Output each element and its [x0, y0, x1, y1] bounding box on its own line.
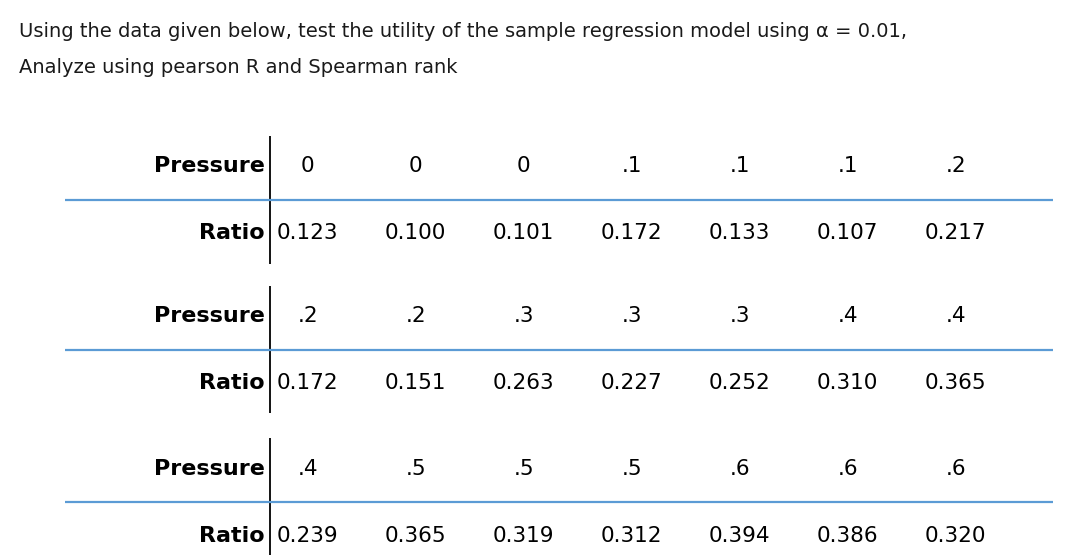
Text: 0.310: 0.310 — [818, 373, 878, 393]
Text: 0.263: 0.263 — [492, 373, 555, 393]
Text: Pressure: Pressure — [153, 157, 265, 176]
Text: Pressure: Pressure — [153, 306, 265, 326]
Text: .4: .4 — [837, 306, 859, 326]
Text: .2: .2 — [945, 157, 967, 176]
Text: 0.252: 0.252 — [708, 373, 771, 393]
Text: 0.365: 0.365 — [924, 373, 987, 393]
Text: 0.386: 0.386 — [816, 526, 879, 546]
Text: 0: 0 — [517, 157, 530, 176]
Text: 0.312: 0.312 — [602, 526, 662, 546]
Text: 0.107: 0.107 — [818, 223, 878, 243]
Text: .1: .1 — [622, 157, 642, 176]
Text: Ratio: Ratio — [199, 223, 265, 243]
Text: Ratio: Ratio — [199, 373, 265, 393]
Text: 0: 0 — [409, 157, 422, 176]
Text: .4: .4 — [945, 306, 967, 326]
Text: .3: .3 — [730, 306, 750, 326]
Text: .3: .3 — [622, 306, 642, 326]
Text: 0.101: 0.101 — [494, 223, 554, 243]
Text: .5: .5 — [621, 459, 643, 479]
Text: 0.319: 0.319 — [494, 526, 554, 546]
Text: .1: .1 — [838, 157, 858, 176]
Text: 0.123: 0.123 — [278, 223, 338, 243]
Text: .5: .5 — [405, 459, 427, 479]
Text: 0.239: 0.239 — [276, 526, 339, 546]
Text: Ratio: Ratio — [199, 526, 265, 546]
Text: .5: .5 — [513, 459, 535, 479]
Text: 0.151: 0.151 — [386, 373, 446, 393]
Text: .2: .2 — [405, 306, 427, 326]
Text: 0.217: 0.217 — [924, 223, 987, 243]
Text: .1: .1 — [730, 157, 750, 176]
Text: Pressure: Pressure — [153, 459, 265, 479]
Text: 0.172: 0.172 — [600, 223, 663, 243]
Text: .2: .2 — [297, 306, 319, 326]
Text: 0.172: 0.172 — [276, 373, 339, 393]
Text: 0.133: 0.133 — [710, 223, 770, 243]
Text: Analyze using pearson R and Spearman rank: Analyze using pearson R and Spearman ran… — [19, 58, 458, 77]
Text: .6: .6 — [945, 459, 967, 479]
Text: 0.394: 0.394 — [708, 526, 771, 546]
Text: 0.100: 0.100 — [386, 223, 446, 243]
Text: .4: .4 — [297, 459, 319, 479]
Text: .3: .3 — [514, 306, 534, 326]
Text: 0: 0 — [301, 157, 314, 176]
Text: 0.320: 0.320 — [926, 526, 986, 546]
Text: .6: .6 — [837, 459, 859, 479]
Text: .6: .6 — [729, 459, 751, 479]
Text: Using the data given below, test the utility of the sample regression model usin: Using the data given below, test the uti… — [19, 22, 907, 41]
Text: 0.227: 0.227 — [600, 373, 663, 393]
Text: 0.365: 0.365 — [384, 526, 447, 546]
